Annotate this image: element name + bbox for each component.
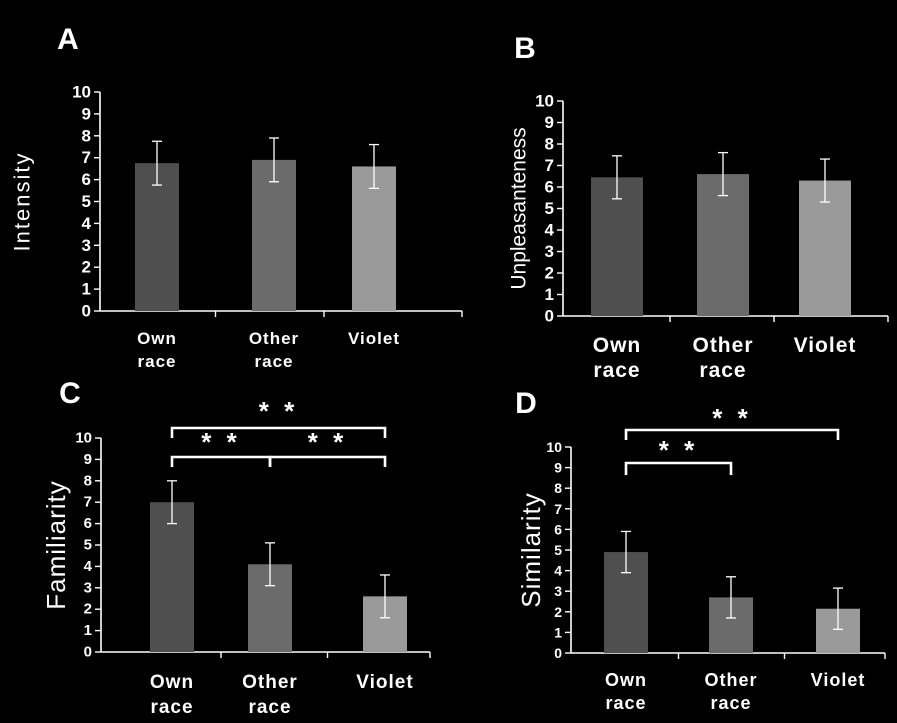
bar-a-2 [352,166,396,311]
bar-b-1 [697,174,749,316]
x-tick-label-b-2-0: Violet [794,334,857,357]
panel-label-a: A [57,23,79,56]
x-tick-label-b-1-0: Other [692,334,753,357]
panel-label-b: B [514,32,536,65]
bar-a-0 [135,163,179,311]
significance-bracket-d-0 [624,428,840,440]
y-axis-label-d: Similarity [516,492,546,607]
significance-label-d-1: * * [659,435,698,465]
y-tick-label-b-4: 4 [545,221,555,240]
y-tick-label-a-3: 3 [82,236,91,255]
panel-d: D Similarity 0 1 2 3 4 5 6 7 8 9 10 Own race Other race V… [515,387,886,713]
x-tick-label-b-0-0: Own [593,334,642,357]
y-tick-label-d-2: 2 [554,604,562,620]
significance-label-d-0: * * [712,403,751,433]
y-axis-label-c: Familiarity [41,480,71,609]
x-tick-label-a-0-1: race [138,352,177,371]
y-tick-label-b-7: 7 [545,156,554,175]
y-tick-label-d-5: 5 [554,542,562,558]
y-tick-label-d-1: 1 [554,624,562,640]
panel-label-d: D [515,387,537,420]
x-tick-label-a-0-0: Own [137,329,177,348]
x-tick-label-d-0-1: race [605,693,646,713]
y-tick-label-d-3: 3 [554,583,562,599]
x-tick-label-a-2-0: Violet [348,329,400,348]
y-tick-label-a-5: 5 [82,192,91,211]
y-tick-label-c-1: 1 [84,622,92,639]
y-tick-label-a-9: 9 [82,104,91,123]
y-tick-label-b-5: 5 [545,199,554,218]
x-tick-label-c-1-0: Other [242,672,298,693]
x-tick-label-c-0-0: Own [150,672,194,693]
y-tick-label-c-7: 7 [84,494,92,511]
y-tick-label-c-3: 3 [84,579,92,596]
y-tick-label-a-10: 10 [72,83,91,102]
y-tick-label-a-2: 2 [82,258,91,277]
y-tick-label-c-4: 4 [84,558,93,575]
y-tick-label-c-0: 0 [84,644,92,661]
significance-bracket-c-2 [268,455,387,467]
y-tick-label-b-3: 3 [545,242,554,261]
y-tick-label-d-8: 8 [554,480,562,496]
panel-b: BUnpleasanteness012345678910OwnraceOther… [508,32,889,382]
panel-label-c: C [59,377,81,410]
y-tick-label-a-1: 1 [82,280,91,299]
y-axis-label-b: Unpleasanteness [508,127,531,289]
x-tick-label-c-0-1: race [150,697,193,718]
x-tick-label-c-1-1: race [248,697,291,718]
y-tick-label-c-5: 5 [84,537,92,554]
y-tick-label-a-6: 6 [82,170,91,189]
x-tick-label-d-2-0: Violet [811,670,866,690]
x-tick-label-b-0-1: race [593,359,640,382]
y-tick-label-d-6: 6 [554,521,562,537]
significance-bracket-c-1 [170,455,272,467]
x-tick-label-a-1-0: Other [249,329,299,348]
y-tick-label-c-2: 2 [84,601,92,618]
bar-b-2 [799,180,851,316]
y-tick-label-b-8: 8 [545,135,554,154]
y-tick-label-c-10: 10 [75,430,92,447]
y-tick-label-c-9: 9 [84,451,92,468]
significance-bracket-d-1 [624,461,733,475]
significance-label-c-2: * * [308,427,347,457]
significance-label-c-1: * * [201,427,240,457]
panel-c: C Familiarity 0 1 2 3 4 5 6 7 8 9 10 Own race Other race… [41,377,431,718]
y-tick-label-b-0: 0 [545,307,554,326]
y-tick-label-a-4: 4 [82,214,92,233]
y-tick-label-d-0: 0 [554,645,562,661]
y-tick-label-d-4: 4 [554,563,562,579]
y-tick-label-d-7: 7 [554,501,562,517]
y-tick-label-b-1: 1 [545,285,554,304]
x-tick-label-d-0-0: Own [605,670,647,690]
x-tick-label-a-1-1: race [255,352,294,371]
y-tick-label-b-9: 9 [545,113,554,132]
bar-c-0 [150,502,194,652]
y-tick-label-d-10: 10 [546,439,562,455]
x-tick-label-d-1-0: Other [704,670,757,690]
y-tick-label-b-6: 6 [545,178,554,197]
bar-a-1 [252,159,296,311]
y-tick-label-a-7: 7 [82,148,91,167]
bar-b-0 [591,177,643,316]
y-tick-label-c-6: 6 [84,515,92,532]
x-tick-label-d-1-1: race [710,693,751,713]
y-tick-label-c-8: 8 [84,472,92,489]
significance-label-c-0: * * [259,396,298,426]
y-tick-label-a-8: 8 [82,126,91,145]
y-tick-label-b-10: 10 [535,92,554,111]
y-tick-label-b-2: 2 [545,264,554,283]
y-tick-label-a-0: 0 [82,302,91,321]
x-tick-label-c-2-0: Violet [356,672,413,693]
x-tick-label-b-1-1: race [699,359,746,382]
y-tick-label-d-9: 9 [554,460,562,476]
panel-a: A Intensity 0 1 2 3 4 5 6 7 8 9 10 Own race Other race Vi… [10,23,463,371]
y-axis-label-a: Intensity [10,152,35,252]
significance-bracket-c-0 [170,426,387,438]
